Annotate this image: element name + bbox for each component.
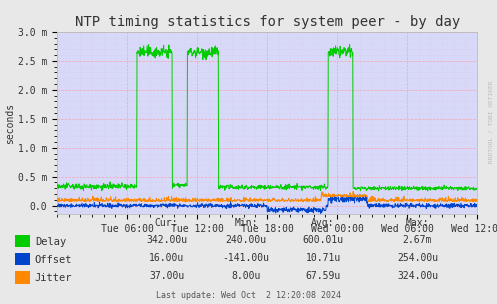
Text: Max:: Max: [406, 219, 429, 229]
Text: Cur:: Cur: [155, 219, 178, 229]
Text: 240.00u: 240.00u [226, 235, 266, 245]
Text: 10.71u: 10.71u [306, 253, 340, 263]
Title: NTP timing statistics for system peer - by day: NTP timing statistics for system peer - … [75, 16, 460, 29]
Text: Min:: Min: [234, 219, 258, 229]
Text: Avg:: Avg: [311, 219, 335, 229]
Text: Delay: Delay [35, 237, 66, 247]
Text: 67.59u: 67.59u [306, 271, 340, 281]
Text: 254.00u: 254.00u [397, 253, 438, 263]
Text: 2.67m: 2.67m [403, 235, 432, 245]
Text: 324.00u: 324.00u [397, 271, 438, 281]
Text: Last update: Wed Oct  2 12:20:08 2024: Last update: Wed Oct 2 12:20:08 2024 [156, 291, 341, 300]
Y-axis label: seconds: seconds [5, 102, 15, 144]
Text: 600.01u: 600.01u [303, 235, 343, 245]
Text: Offset: Offset [35, 255, 72, 265]
Text: 342.00u: 342.00u [146, 235, 187, 245]
Text: 8.00u: 8.00u [231, 271, 261, 281]
Text: Jitter: Jitter [35, 273, 72, 283]
Text: -141.00u: -141.00u [223, 253, 269, 263]
Text: 37.00u: 37.00u [149, 271, 184, 281]
Text: RRDTOOL / TOBI OETIKER: RRDTOOL / TOBI OETIKER [489, 80, 494, 163]
Text: 16.00u: 16.00u [149, 253, 184, 263]
